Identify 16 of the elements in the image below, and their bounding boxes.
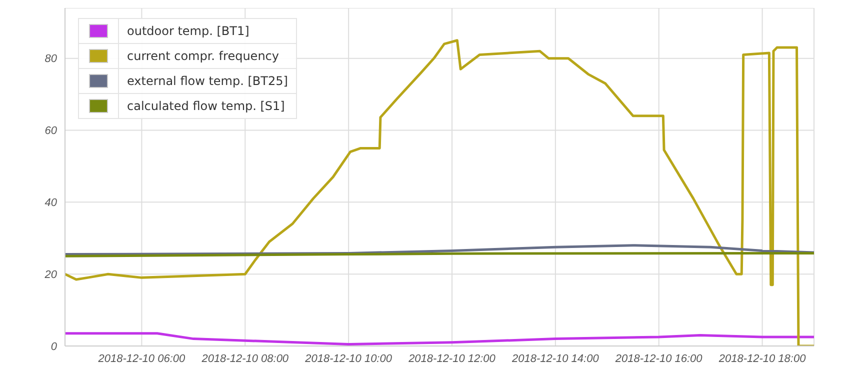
legend-label: external flow temp. [BT25]	[118, 68, 296, 94]
y-tick-label: 0	[50, 340, 58, 353]
y-tick-label: 20	[44, 268, 58, 281]
x-tick-label: 2018-12-10 10:00	[304, 352, 393, 365]
y-tick-label: 40	[44, 197, 58, 210]
x-tick-label: 2018-12-10 18:00	[718, 352, 807, 365]
x-tick-label: 2018-12-10 16:00	[614, 352, 704, 365]
legend-label: current compr. frequency	[118, 44, 296, 68]
legend-label: calculated flow temp. [S1]	[118, 94, 296, 118]
x-tick-label: 2018-12-10 06:00	[97, 352, 186, 365]
y-tick-label: 60	[44, 125, 58, 138]
legend-label: outdoor temp. [BT1]	[118, 18, 296, 44]
x-tick-label: 2018-12-10 12:00	[408, 352, 496, 365]
x-tick-label: 2018-12-10 08:00	[200, 352, 290, 365]
x-tick-label: 2018-12-10 14:00	[510, 352, 600, 365]
y-tick-label: 80	[44, 53, 58, 66]
